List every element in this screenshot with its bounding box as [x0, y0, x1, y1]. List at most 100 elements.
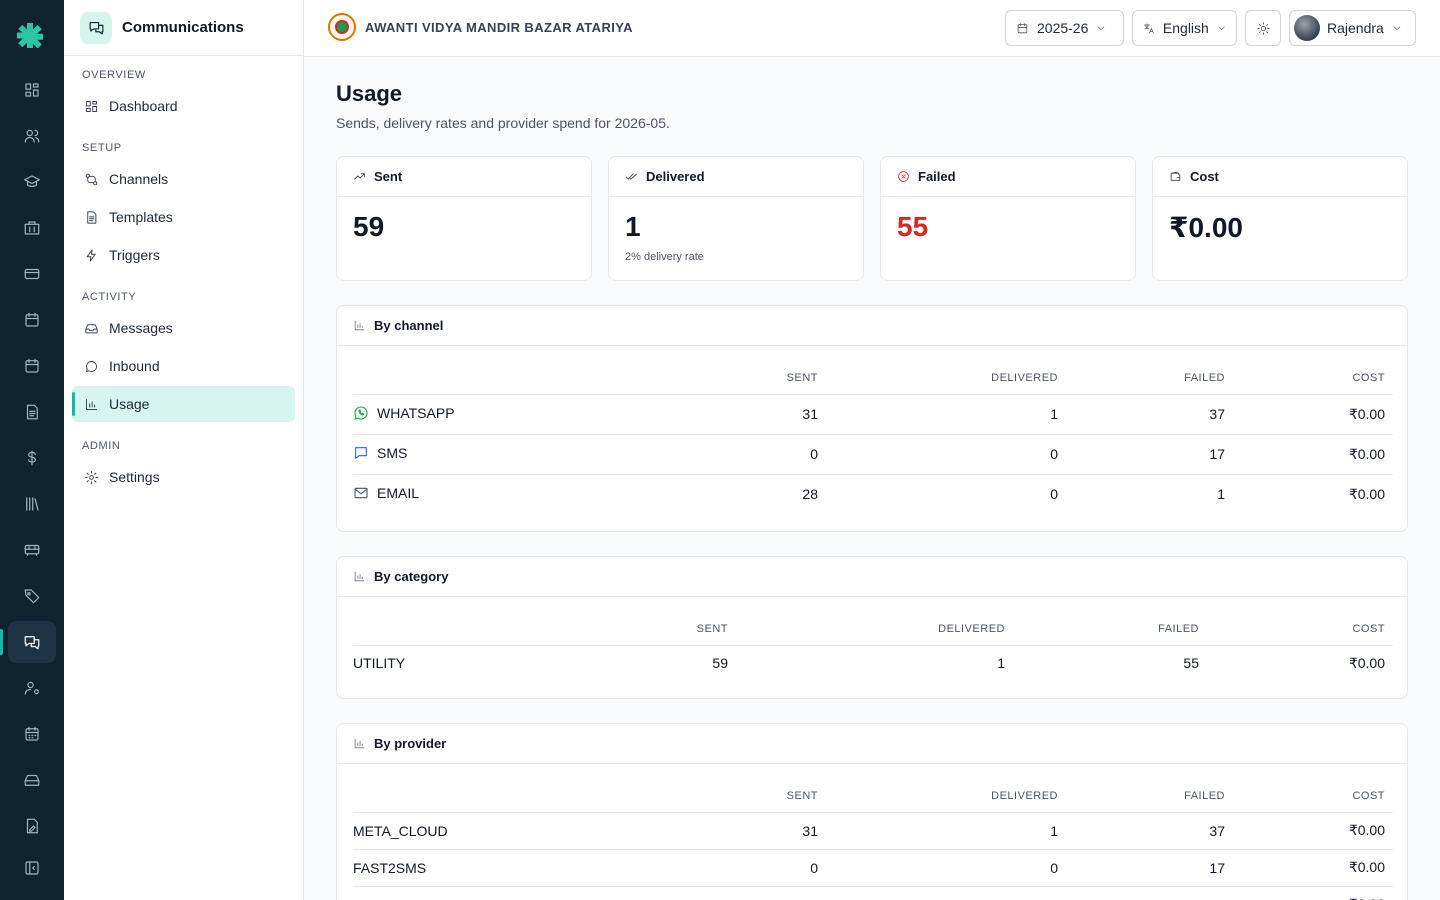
rail-schedule-icon[interactable]: [8, 345, 56, 387]
topbar: AWANTI VIDYA MANDIR BAZAR ATARIYA 2025-2…: [304, 0, 1440, 57]
sidebar-item-label: Inbound: [109, 358, 160, 374]
cell-sent: 0: [673, 849, 826, 887]
check-check-icon: [625, 173, 638, 180]
school-logo: [328, 13, 356, 41]
channel-name: SMS: [377, 444, 408, 461]
user-name: Rajendra: [1327, 20, 1384, 36]
sidebar-item-label: Settings: [109, 469, 160, 485]
rail-tag-icon[interactable]: [8, 575, 56, 617]
inbox-icon: [85, 323, 98, 333]
app-logo-icon[interactable]: [17, 22, 43, 48]
cell-delivered: 0: [1050, 486, 1058, 503]
cell-cost: ₹0.00: [1233, 394, 1393, 435]
sidebar-item-templates[interactable]: Templates: [72, 199, 295, 235]
rail-file-edit-icon[interactable]: [8, 805, 56, 847]
user-menu-button[interactable]: Rajendra: [1289, 10, 1416, 46]
templates-icon: [87, 210, 97, 224]
cell-sent: 0: [673, 434, 826, 475]
column-header-name: [353, 362, 673, 395]
sidebar-item-label: Triggers: [109, 247, 160, 263]
card-title: By category: [374, 569, 449, 584]
cell-delivered: 0: [826, 434, 1066, 475]
x-circle-icon: [898, 171, 909, 182]
rail-document-icon[interactable]: [8, 391, 56, 433]
rail-graduation-icon[interactable]: [8, 161, 56, 203]
trending-up-icon: [354, 173, 365, 180]
language-select[interactable]: English: [1132, 10, 1237, 46]
dashboard-icon: [86, 100, 97, 112]
rail-users-icon[interactable]: [8, 115, 56, 157]
module-sidebar: Communications OVERVIEW Dashboard SETUP …: [64, 0, 304, 900]
rail-dashboard-icon[interactable]: [8, 69, 56, 111]
section-activity: ACTIVITY: [82, 291, 137, 303]
rail-communications-icon[interactable]: [0, 621, 56, 663]
page-subtitle: Sends, delivery rates and provider spend…: [336, 115, 670, 131]
sun-icon: [1256, 21, 1270, 35]
rail-user-settings-icon[interactable]: [8, 667, 56, 709]
cell-delivered: 1: [826, 394, 1066, 435]
column-header-delivered: DELIVERED: [826, 362, 1066, 395]
provider-name: INKWELLY_SES: [353, 886, 673, 900]
stat-card-cost: Cost ₹0.00: [1152, 156, 1408, 281]
stat-label: Sent: [374, 169, 403, 184]
sidebar-item-triggers[interactable]: Triggers: [72, 237, 295, 273]
school-identity: AWANTI VIDYA MANDIR BAZAR ATARIYA: [328, 13, 633, 41]
chat-bubble-icon: [86, 360, 97, 372]
cell-sent: 28: [802, 486, 818, 503]
academic-year-select[interactable]: 2025-26: [1005, 10, 1124, 46]
collapse-sidebar-icon[interactable]: [8, 847, 56, 889]
stat-value-cost: ₹0.00: [1169, 212, 1243, 243]
rail-dollar-icon[interactable]: [8, 437, 56, 479]
table-row: UTILITY 59 1 55 ₹0.00: [353, 645, 1393, 681]
cell-delivered: 1: [826, 812, 1066, 850]
chevron-down-icon: [1098, 26, 1105, 30]
cell-delivered: 0: [826, 849, 1066, 887]
stat-value-delivered: 1: [625, 211, 641, 242]
stat-label: Cost: [1190, 169, 1219, 184]
cell-sent: 28: [673, 886, 826, 900]
column-header-delivered: DELIVERED: [826, 780, 1066, 813]
provider-name: META_CLOUD: [353, 812, 673, 850]
cell-failed: 55: [1183, 655, 1199, 672]
cell-failed: 37: [1066, 394, 1233, 435]
rail-bus-icon[interactable]: [8, 529, 56, 571]
table-row: EMAIL 28 0 1 ₹0.00: [353, 474, 1393, 514]
sidebar-item-label: Channels: [109, 171, 169, 187]
sidebar-item-messages[interactable]: Messages: [72, 310, 295, 346]
cell-delivered: 1: [997, 655, 1005, 672]
rail-library-icon[interactable]: [8, 483, 56, 525]
cell-failed: 37: [1066, 812, 1233, 850]
provider-name: FAST2SMS: [353, 849, 673, 887]
cell-cost: ₹0.00: [1348, 485, 1385, 502]
sidebar-item-dashboard[interactable]: Dashboard: [72, 88, 295, 124]
rail-calendar-icon[interactable]: [8, 299, 56, 341]
rail-building-icon[interactable]: [8, 207, 56, 249]
channel-name: WHATSAPP: [377, 404, 455, 421]
chevron-down-icon: [1218, 26, 1225, 30]
language-value: English: [1162, 20, 1209, 36]
cell-cost: ₹0.00: [1233, 886, 1393, 900]
column-header-name: [353, 780, 673, 813]
channels-icon: [85, 173, 98, 185]
rail-calendar-days-icon[interactable]: [8, 713, 56, 755]
rail-card-icon[interactable]: [8, 253, 56, 295]
sidebar-item-settings[interactable]: Settings: [72, 459, 295, 495]
sidebar-item-usage[interactable]: Usage: [72, 386, 295, 422]
gear-icon: [84, 470, 99, 484]
rail-storage-icon[interactable]: [8, 759, 56, 801]
calendar-icon: [1017, 22, 1028, 33]
sidebar-item-channels[interactable]: Channels: [72, 161, 295, 197]
sidebar-item-label: Messages: [109, 320, 173, 336]
cell-failed: 1: [1066, 886, 1233, 900]
whatsapp-icon: [354, 405, 368, 420]
table-row: META_CLOUD 31 1 37 ₹0.00: [353, 812, 1393, 850]
sidebar-item-label: Usage: [109, 396, 150, 412]
academic-year-value: 2025-26: [1037, 20, 1089, 36]
theme-toggle-button[interactable]: [1245, 10, 1281, 46]
section-admin: ADMIN: [82, 440, 121, 452]
bar-chart-icon: [86, 398, 97, 410]
sidebar-item-inbound[interactable]: Inbound: [72, 348, 295, 384]
by-category-table: SENT DELIVERED FAILED COST UTILITY 59 1 …: [353, 613, 1393, 681]
cell-failed: 1: [1217, 486, 1225, 503]
app-rail: [0, 0, 64, 900]
